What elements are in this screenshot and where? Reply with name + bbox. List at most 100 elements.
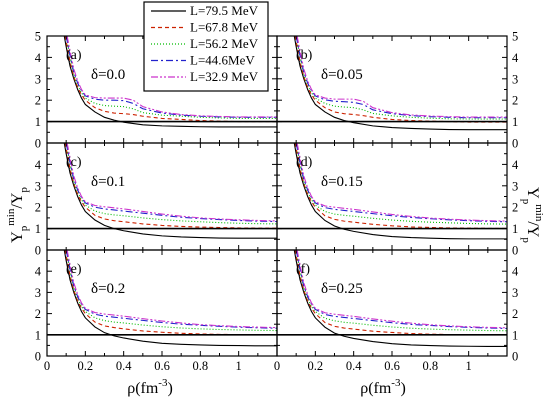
y-tick-label: 0 [512,137,518,151]
series-line [65,36,277,118]
series-line [65,143,277,223]
series-line [64,250,277,336]
series-line [293,36,507,131]
series-line [293,143,507,240]
panel-tag: (a) [66,48,82,63]
y-tick-label: 4 [35,158,42,172]
x-tick-label: 0 [274,359,280,373]
panel-b: 0 1 2 3 4 5 (b) δ=0.05 [276,30,519,151]
x-tick-label: 1 [236,359,242,373]
y-title-y1: Y [9,231,26,243]
delta-label: δ=0.25 [321,281,363,297]
series-line [294,250,507,336]
plot-area [277,36,507,131]
panel-tag: (f) [296,262,310,277]
plot-area [277,250,507,348]
y-tick-label: 3 [512,286,518,300]
y-tick-label: 1 [512,222,518,236]
panel-d: 0 1 2 3 4 (d) δ=0.15 [276,142,519,258]
x-title-close: ) [400,380,405,397]
legend-label: L=67.8 MeV [190,20,259,35]
y-tick-label: 2 [35,94,41,108]
y-tick-label: 4 [35,51,42,65]
series-line [66,143,277,222]
x-tick-label: 0.4 [116,359,132,373]
y-tick-label: 2 [35,201,41,215]
series-line [65,250,277,329]
y-title-div: /Y [9,192,26,208]
y-tick-label: 1 [35,115,41,129]
y-tick-label: 4 [512,265,519,279]
panel-tag: (d) [296,155,313,170]
x-title-base: ρ(fm [127,380,159,397]
delta-label: δ=0.2 [91,281,125,297]
y-tick-label: 0 [512,244,518,258]
series-line [295,250,507,329]
x-title-close: ) [167,380,172,397]
y-tick-label: 3 [512,72,518,86]
y-tick-label: 1 [35,222,41,236]
delta-label: δ=0.1 [91,174,125,190]
y-axis-title-right: Ypmin/Yp [520,187,545,243]
y-title-sub1: p [18,225,30,231]
y-tick-label: 2 [512,307,518,321]
delta-label: δ=0.15 [321,174,363,190]
y-title-sub2: p [520,237,532,243]
y-tick-label: 3 [35,179,41,193]
x-axis-title-left: ρ(fm-3) [127,377,173,397]
panels-group: 0 1 2 3 4 5 (a) δ=0.0 0 1 2 3 4 5 (b) δ=0.05 0 1 2 3 4 (c) δ=0… [35,30,519,374]
x-tick-label: 1 [466,359,472,373]
y-tick-label: 4 [512,158,519,172]
x-tick-label: 0.6 [384,359,400,373]
series-line [296,143,507,222]
y-tick-label: 5 [512,30,518,44]
series-line [65,36,277,119]
y-tick-label: 1 [512,115,518,129]
y-tick-label: 3 [35,286,41,300]
y-title-sup: min [533,204,545,222]
y-tick-label: 3 [35,72,41,86]
series-line [295,143,507,223]
y-title-sub2: p [18,187,30,193]
plot-area [47,36,277,128]
x-tick-label: 0.8 [193,359,209,373]
y-tick-label: 2 [512,94,518,108]
y-tick-label: 3 [512,179,518,193]
series-line [295,143,507,225]
y-tick-label: 1 [512,328,518,342]
series-line [295,36,507,119]
x-title-sup: -3 [391,377,401,389]
series-line [63,250,277,347]
x-tick-label: 0.2 [78,359,94,373]
series-line [65,250,277,332]
legend-box [143,1,269,92]
panel-tag: (b) [296,48,313,63]
panel-e: 0 1 2 3 4 0 0.2 0.4 0.6 0.8 1 (e) δ=0.2 [35,249,278,373]
series-line [66,250,277,329]
legend-label: L=44.6MeV [190,53,255,68]
y-tick-label: 1 [35,328,41,342]
y-tick-label: 0 [35,137,41,151]
y-tick-label: 0 [35,244,41,258]
series-line [64,143,277,229]
y-title-sup: min [5,208,17,226]
x-tick-label: 0 [44,359,50,373]
y-tick-label: 2 [512,201,518,215]
x-tick-label: 0.8 [423,359,439,373]
y-tick-label: 4 [512,51,519,65]
y-axis-title-left: Ypmin/Yp [5,187,30,243]
y-tick-label: 5 [35,30,41,44]
legend-label: L=32.9 MeV [190,69,259,84]
series-line [295,36,507,120]
x-tick-label: 0.4 [346,359,362,373]
y-title-y1: Y [524,187,541,199]
y-tick-label: 0 [35,350,41,364]
y-title-div: /Y [524,221,541,237]
series-line [63,36,277,128]
panel-tag: (e) [66,262,82,277]
y-title-sub1: p [520,199,532,205]
plot-area [47,143,277,239]
y-tick-label: 4 [35,265,42,279]
y-tick-label: 2 [35,307,41,321]
x-tick-label: 0.6 [154,359,170,373]
